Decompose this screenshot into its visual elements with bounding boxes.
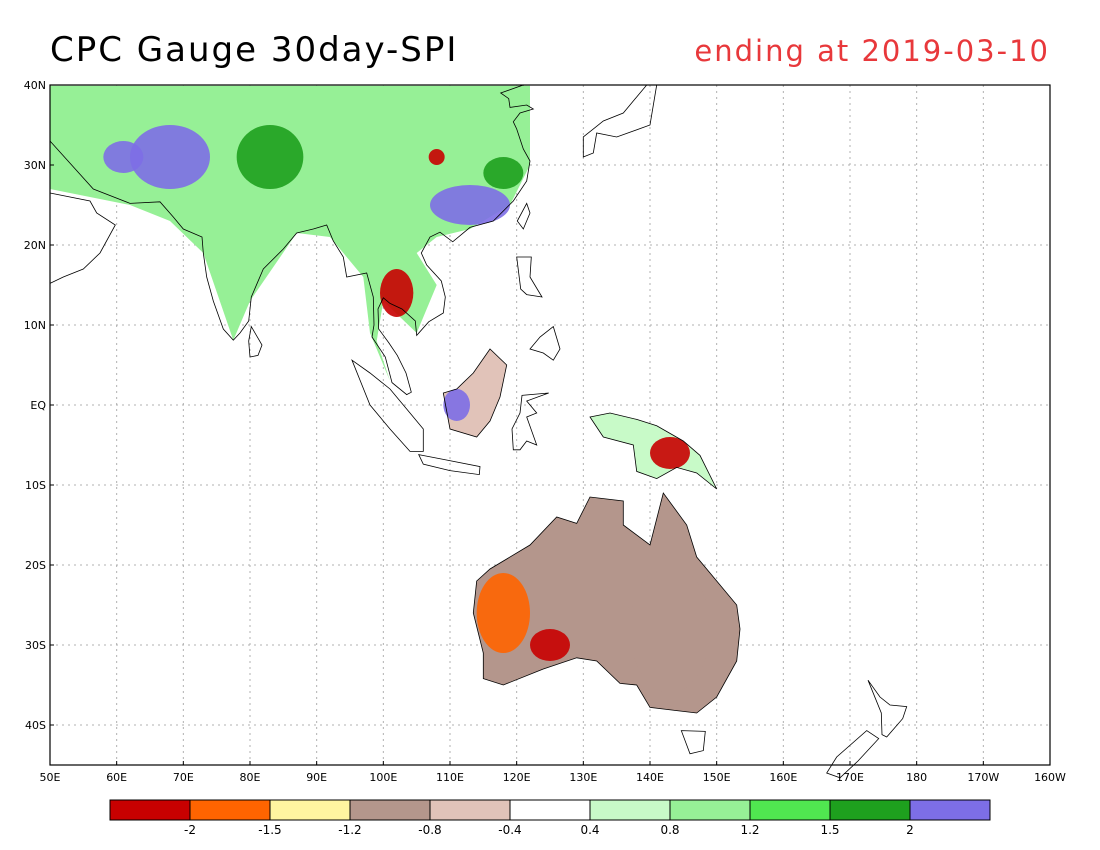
x-tick-label: 60E bbox=[106, 771, 127, 784]
legend-label: 0.8 bbox=[660, 823, 679, 837]
x-tick-label: 130E bbox=[569, 771, 597, 784]
region-se-australia-brown bbox=[630, 565, 710, 693]
legend-swatch bbox=[589, 799, 671, 821]
legend-label: -0.4 bbox=[498, 823, 521, 837]
y-tick-label: 10N bbox=[24, 319, 46, 332]
region-east-china-green bbox=[483, 157, 524, 189]
new-zealand-coast bbox=[867, 679, 908, 738]
map-frame bbox=[49, 84, 1051, 766]
legend-label: -2 bbox=[184, 823, 196, 837]
legend-label: -1.2 bbox=[338, 823, 361, 837]
map-date-subtitle: ending at 2019-03-10 bbox=[694, 34, 1050, 68]
tasmania-coast bbox=[680, 730, 706, 755]
y-tick-label: 30S bbox=[25, 639, 46, 652]
x-tick-label: 70E bbox=[173, 771, 194, 784]
y-tick-label: 30N bbox=[24, 159, 46, 172]
legend-swatch bbox=[189, 799, 271, 821]
x-tick-label: 150E bbox=[703, 771, 731, 784]
legend-label: 1.5 bbox=[820, 823, 839, 837]
coastline-layer bbox=[49, 84, 908, 779]
taiwan-coast bbox=[516, 202, 531, 230]
legend-label: -1.5 bbox=[258, 823, 281, 837]
philippines-luzon-coast bbox=[516, 256, 543, 298]
x-tick-label: 80E bbox=[240, 771, 261, 784]
region-borneo-wet bbox=[443, 389, 470, 421]
y-tick-label: 40N bbox=[24, 79, 46, 92]
legend-swatch bbox=[909, 799, 991, 821]
asia-mainland-coast bbox=[49, 192, 116, 284]
sumatra-coast bbox=[351, 359, 424, 452]
y-tick-label: 20N bbox=[24, 239, 46, 252]
x-tick-label: 160W bbox=[1034, 771, 1066, 784]
x-tick-label: 110E bbox=[436, 771, 464, 784]
region-central-china-red bbox=[428, 149, 445, 165]
x-tick-label: 170E bbox=[836, 771, 864, 784]
sulawesi-coast bbox=[511, 392, 549, 451]
x-tick-label: 140E bbox=[636, 771, 664, 784]
legend-swatch bbox=[109, 799, 191, 821]
y-tick-label: EQ bbox=[30, 399, 46, 412]
legend-swatch bbox=[429, 799, 511, 821]
x-tick-label: 120E bbox=[503, 771, 531, 784]
legend-label: -0.8 bbox=[418, 823, 441, 837]
axis-ticks: 50E 60E 70E 80E 90E 100E 110E 120E 130E 140E 150E 1… bbox=[24, 79, 1066, 784]
asia-shading bbox=[50, 85, 530, 382]
x-tick-label: 170W bbox=[967, 771, 999, 784]
legend-swatch bbox=[669, 799, 751, 821]
sri-lanka-coast bbox=[248, 325, 263, 358]
y-tick-label: 20S bbox=[25, 559, 46, 572]
japan-coast bbox=[582, 84, 658, 158]
borneo-coast bbox=[442, 348, 508, 438]
region-pakistan-wet bbox=[103, 141, 144, 173]
x-tick-label: 100E bbox=[369, 771, 397, 784]
legend-swatch bbox=[509, 799, 591, 821]
region-tibet-wet bbox=[130, 125, 210, 189]
legend-label: 2 bbox=[906, 823, 914, 837]
new-zealand-south-coast bbox=[826, 730, 880, 779]
legend-colorbar: -2 -1.5 -1.2 -0.8 -0.4 0.4 0.8 1.2 1.5 2 bbox=[109, 799, 991, 837]
legend-swatch bbox=[349, 799, 431, 821]
region-china-green bbox=[236, 125, 304, 189]
philippines-mindanao-coast bbox=[529, 325, 561, 361]
legend-swatch bbox=[749, 799, 831, 821]
new-guinea-coast bbox=[589, 412, 718, 490]
map-title: CPC Gauge 30day-SPI bbox=[50, 30, 459, 70]
legend-label: 0.4 bbox=[580, 823, 599, 837]
x-tick-label: 50E bbox=[40, 771, 61, 784]
y-tick-label: 10S bbox=[25, 479, 46, 492]
australia-coast bbox=[472, 492, 741, 714]
java-coast bbox=[417, 454, 481, 476]
x-tick-label: 180 bbox=[906, 771, 927, 784]
legend-swatch bbox=[829, 799, 911, 821]
x-tick-label: 90E bbox=[306, 771, 327, 784]
spi-shading-layer bbox=[50, 85, 740, 713]
legend-label: 1.2 bbox=[740, 823, 759, 837]
region-south-china-wet bbox=[430, 185, 510, 225]
asia-south-coast bbox=[49, 84, 535, 396]
region-png-red bbox=[650, 437, 690, 469]
region-thailand-red bbox=[380, 269, 414, 317]
region-nw-australia-orange bbox=[476, 573, 530, 653]
legend-swatch bbox=[269, 799, 351, 821]
y-tick-label: 40S bbox=[25, 719, 46, 732]
region-sw-australia-red bbox=[530, 629, 570, 661]
x-tick-label: 160E bbox=[769, 771, 797, 784]
